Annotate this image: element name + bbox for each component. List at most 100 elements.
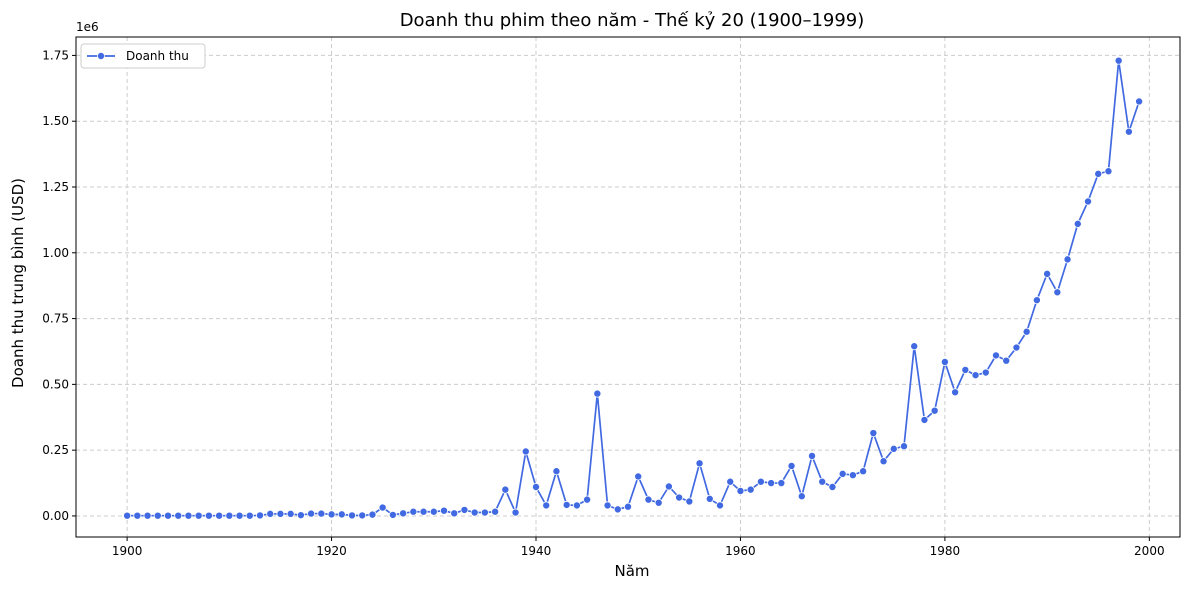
y-tick-label: 1.00: [42, 246, 69, 260]
data-point: [480, 508, 489, 517]
data-point: [777, 479, 786, 488]
data-point: [419, 507, 428, 516]
data-point: [1043, 269, 1052, 278]
data-point: [1032, 296, 1041, 305]
y-tick-label: 1.50: [42, 114, 69, 128]
y-tick-label: 0.75: [42, 312, 69, 326]
data-point: [828, 482, 837, 491]
data-point: [981, 368, 990, 377]
data-point: [756, 477, 765, 486]
data-point: [940, 357, 949, 366]
data-point: [572, 501, 581, 510]
data-point: [675, 493, 684, 502]
data-point: [859, 467, 868, 476]
data-point: [961, 365, 970, 374]
data-point: [992, 351, 1001, 360]
data-point: [163, 511, 172, 520]
data-point: [276, 509, 285, 518]
data-point: [307, 509, 316, 518]
y-tick-label: 1.25: [42, 180, 69, 194]
x-tick-label: 2000: [1134, 544, 1165, 558]
data-point: [818, 477, 827, 486]
data-point: [511, 508, 520, 517]
data-point: [347, 511, 356, 520]
data-point: [910, 342, 919, 351]
x-axis-label: Năm: [614, 562, 649, 580]
data-point: [1094, 169, 1103, 178]
data-point: [705, 494, 714, 503]
data-point: [787, 461, 796, 470]
data-point: [920, 415, 929, 424]
legend: Doanh thu: [80, 43, 206, 69]
data-point: [726, 477, 735, 486]
data-point: [552, 467, 561, 476]
data-point: [1114, 56, 1123, 65]
data-point: [1135, 97, 1144, 106]
y-tick-label: 0.00: [42, 509, 69, 523]
x-tick-label: 1900: [112, 544, 143, 558]
data-point: [634, 472, 643, 481]
data-point: [296, 511, 305, 520]
axis-ticks: 1900 1920 1940 1960 1980 2000 0.00 0.25 0.50 0.75…: [42, 48, 1164, 558]
data-point: [808, 451, 817, 460]
y-tick-label: 0.50: [42, 377, 69, 391]
grid-lines: [76, 37, 1180, 537]
data-point: [204, 511, 213, 520]
data-point: [593, 389, 602, 398]
data-point: [429, 507, 438, 516]
legend-marker-swatch: [97, 52, 106, 61]
data-point: [491, 507, 500, 516]
data-point: [1063, 255, 1072, 264]
data-point: [1073, 219, 1082, 228]
data-point: [255, 511, 264, 520]
data-point: [879, 457, 888, 466]
y-scale-label: 1e6: [76, 20, 99, 34]
data-point: [583, 495, 592, 504]
x-tick-label: 1920: [316, 544, 347, 558]
data-point: [542, 501, 551, 510]
data-point: [378, 503, 387, 512]
data-point: [368, 510, 377, 519]
data-point: [838, 469, 847, 478]
data-point: [869, 429, 878, 438]
data-point: [685, 497, 694, 506]
data-point: [1012, 343, 1021, 352]
data-point: [1124, 127, 1133, 136]
data-point: [613, 505, 622, 514]
data-point: [889, 444, 898, 453]
data-point: [225, 511, 234, 520]
data-point: [624, 502, 633, 511]
data-point: [900, 442, 909, 451]
data-point: [501, 485, 510, 494]
chart-title: Doanh thu phim theo năm - Thế kỷ 20 (190…: [400, 10, 865, 31]
data-point: [337, 510, 346, 519]
data-point: [654, 498, 663, 507]
data-point: [716, 501, 725, 510]
x-tick-label: 1940: [521, 544, 552, 558]
data-point: [174, 511, 183, 520]
data-point: [184, 511, 193, 520]
data-point: [153, 511, 162, 520]
data-point: [1002, 356, 1011, 365]
data-point: [532, 482, 541, 491]
data-point: [399, 509, 408, 518]
data-point: [123, 511, 132, 520]
data-point: [133, 511, 142, 520]
data-point: [1053, 288, 1062, 297]
data-point: [460, 505, 469, 514]
data-point: [286, 509, 295, 518]
data-point: [215, 511, 224, 520]
legend-label: Doanh thu: [126, 49, 189, 63]
data-point: [245, 511, 254, 520]
data-point: [767, 479, 776, 488]
data-point: [848, 471, 857, 480]
data-point: [1104, 167, 1113, 176]
data-point: [358, 511, 367, 520]
data-point: [143, 511, 152, 520]
data-point: [951, 388, 960, 397]
axes-frame: [75, 36, 1181, 538]
data-point: [266, 509, 275, 518]
series-line: [127, 60, 1140, 517]
series-layer: [123, 56, 1144, 520]
